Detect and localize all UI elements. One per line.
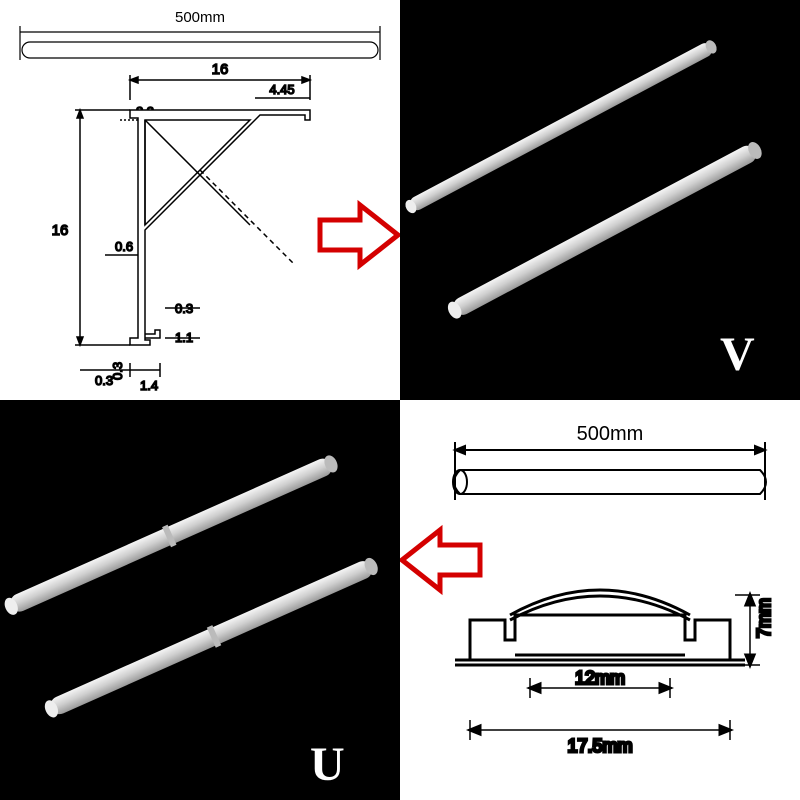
u-cross-section: 12mm 17.5mm 7mm [455, 590, 774, 756]
u-photo-svg: U [0, 400, 400, 800]
u-dim-outer: 17.5mm [567, 736, 632, 756]
v-dim-foot: 1.4 [140, 378, 158, 393]
u-length-label: 500mm [577, 423, 644, 445]
arrow-left-icon [402, 530, 480, 590]
v-label: V [720, 328, 755, 381]
v-dim-hookw: 0.3 [110, 362, 125, 380]
v-dim-topw: 16 [212, 61, 229, 78]
v-length-bar [20, 26, 380, 60]
u-length-bar [453, 442, 766, 500]
u-photo-cell: U [0, 400, 400, 800]
v-dim-wall: 0.6 [115, 239, 133, 254]
arrow-right-icon [320, 205, 398, 265]
infographic-grid: 500mm 16 4.45 [0, 0, 800, 800]
v-dim-height: 16 [52, 222, 69, 239]
u-diagram-cell: 500mm [400, 400, 800, 800]
v-length-label: 500mm [175, 9, 225, 26]
u-dim-inner: 12mm [575, 668, 625, 688]
u-label: U [310, 738, 345, 791]
v-dim-flange: 4.45 [269, 82, 294, 97]
v-photo-svg: V [400, 0, 800, 400]
u-dim-height: 7mm [754, 598, 774, 638]
u-diagram-svg: 500mm [400, 400, 800, 800]
v-cross-section: 16 4.45 8.3 [52, 61, 310, 393]
v-photo-cell: V [400, 0, 800, 400]
v-diagram-svg: 500mm 16 4.45 [0, 0, 400, 400]
v-diagram-cell: 500mm 16 4.45 [0, 0, 400, 400]
